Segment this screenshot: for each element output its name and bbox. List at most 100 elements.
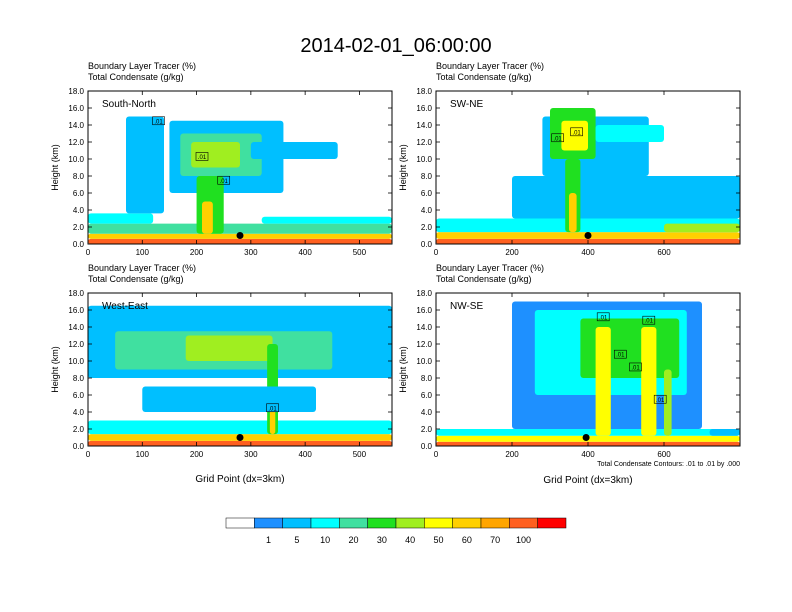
y-tick-label: 6.0 xyxy=(73,391,85,400)
y-tick-label: 12.0 xyxy=(68,340,84,349)
y-tick-label: 8.0 xyxy=(73,374,85,383)
x-tick-label: 400 xyxy=(298,450,312,459)
panel-subtitle-tracer: Boundary Layer Tracer (%) xyxy=(436,263,544,273)
y-tick-label: 0.0 xyxy=(421,240,433,249)
y-tick-label: 2.0 xyxy=(73,425,85,434)
contour-label-box xyxy=(195,152,209,161)
plot-area: .01 xyxy=(88,293,392,446)
tracer-shade-cell xyxy=(202,201,213,234)
y-tick-label: 6.0 xyxy=(421,189,433,198)
colorbar-swatch xyxy=(367,517,397,529)
y-axis-label: Height (km) xyxy=(398,346,408,393)
y-tick-label: 0.0 xyxy=(73,240,85,249)
x-tick-label: 0 xyxy=(434,248,439,257)
tracer-shade-cell xyxy=(191,142,240,168)
colorbar-label: 100 xyxy=(516,535,531,545)
tracer-shade-cell xyxy=(88,238,392,244)
x-tick-label: 400 xyxy=(581,248,595,257)
y-axis-label: Height (km) xyxy=(50,144,60,191)
contour-label-box xyxy=(266,403,279,413)
colorbar-swatch xyxy=(282,517,312,529)
panel-subtitle-condensate: Total Condensate (g/kg) xyxy=(88,274,184,284)
x-tick-label: 600 xyxy=(657,450,671,459)
x-axis-label: Grid Point (dx=3km) xyxy=(195,474,284,485)
location-marker xyxy=(584,232,592,239)
location-marker xyxy=(236,232,244,239)
chart-panel-3: Boundary Layer Tracer (%)Total Condensat… xyxy=(50,263,393,485)
contour-label: .01 xyxy=(220,179,229,185)
y-tick-label: 16.0 xyxy=(68,306,84,315)
x-axis-label: Grid Point (dx=3km) xyxy=(543,475,632,486)
colorbar-label: 5 xyxy=(294,535,299,545)
tracer-shade-cell xyxy=(664,223,740,233)
y-tick-label: 0.0 xyxy=(73,442,85,451)
colorbar-swatch xyxy=(537,517,567,529)
tracer-shade-cell xyxy=(580,318,680,378)
y-tick-label: 2.0 xyxy=(73,223,85,232)
y-tick-label: 16.0 xyxy=(68,104,84,113)
tracer-shade-cell xyxy=(126,116,164,214)
panel-label: SW-NE xyxy=(450,99,483,110)
colorbar-swatch xyxy=(424,517,453,529)
contour-footnote: Total Condensate Contours: .01 to .01 by… xyxy=(597,461,740,468)
x-tick-label: 0 xyxy=(86,248,91,257)
contour-label: .01 xyxy=(645,319,654,325)
y-tick-label: 4.0 xyxy=(421,408,433,417)
location-marker xyxy=(582,434,590,441)
contour-label: .01 xyxy=(631,365,640,371)
x-tick-label: 200 xyxy=(505,248,519,257)
panel-label: South-North xyxy=(102,99,156,110)
y-tick-label: 4.0 xyxy=(73,408,85,417)
panel-subtitle-tracer: Boundary Layer Tracer (%) xyxy=(88,263,196,273)
panel-frame xyxy=(87,90,393,245)
contour-label: .01 xyxy=(198,155,207,161)
y-tick-label: 18.0 xyxy=(416,289,432,298)
contour-label: .01 xyxy=(656,398,665,404)
colorbar-label: 40 xyxy=(405,535,415,545)
y-tick-label: 10.0 xyxy=(416,357,432,366)
contour-label-box xyxy=(152,116,165,126)
colorbar-swatch xyxy=(395,517,425,529)
tracer-shade-cell xyxy=(709,429,740,436)
tracer-shade-cell xyxy=(595,125,664,142)
y-tick-label: 4.0 xyxy=(421,206,433,215)
x-tick-label: 100 xyxy=(136,248,150,257)
panel-subtitle-tracer: Boundary Layer Tracer (%) xyxy=(88,61,196,71)
panel-subtitle-condensate: Total Condensate (g/kg) xyxy=(88,72,184,82)
location-marker xyxy=(236,434,244,441)
tracer-shade-cell xyxy=(185,335,273,361)
panels-group: Boundary Layer Tracer (%)Total Condensat… xyxy=(50,61,741,486)
tracer-shade-cell xyxy=(88,440,392,446)
contour-label-box xyxy=(613,349,627,359)
contour-label: .01 xyxy=(599,315,608,321)
x-tick-label: 200 xyxy=(190,450,204,459)
tracer-shade-cell xyxy=(595,327,611,436)
contour-label: .01 xyxy=(268,406,277,412)
y-tick-label: 10.0 xyxy=(68,155,84,164)
contour-label: .01 xyxy=(553,136,562,142)
y-tick-label: 6.0 xyxy=(73,189,85,198)
y-tick-label: 18.0 xyxy=(68,87,84,96)
y-tick-label: 12.0 xyxy=(416,138,432,147)
y-tick-label: 14.0 xyxy=(68,121,84,130)
colorbar-swatch xyxy=(225,517,255,529)
x-tick-label: 300 xyxy=(244,248,258,257)
colorbar-label: 50 xyxy=(433,535,443,545)
plot-area: .01 .01 xyxy=(436,91,740,244)
y-tick-label: 6.0 xyxy=(421,391,433,400)
tracer-shade-cell xyxy=(88,223,392,234)
y-tick-label: 8.0 xyxy=(73,172,85,181)
colorbar-label: 10 xyxy=(320,535,330,545)
chart-panel-2: Boundary Layer Tracer (%)Total Condensat… xyxy=(398,61,741,257)
x-tick-label: 600 xyxy=(657,248,671,257)
tracer-shade-cell xyxy=(569,193,577,233)
colorbar-swatch xyxy=(254,517,283,529)
contour-label-box xyxy=(570,127,583,137)
contour-label-box xyxy=(629,362,642,372)
colorbar-swatch xyxy=(509,517,538,529)
colorbar-label: 1 xyxy=(266,535,271,545)
y-tick-label: 10.0 xyxy=(416,155,432,164)
y-tick-label: 8.0 xyxy=(421,172,433,181)
y-tick-label: 10.0 xyxy=(68,357,84,366)
